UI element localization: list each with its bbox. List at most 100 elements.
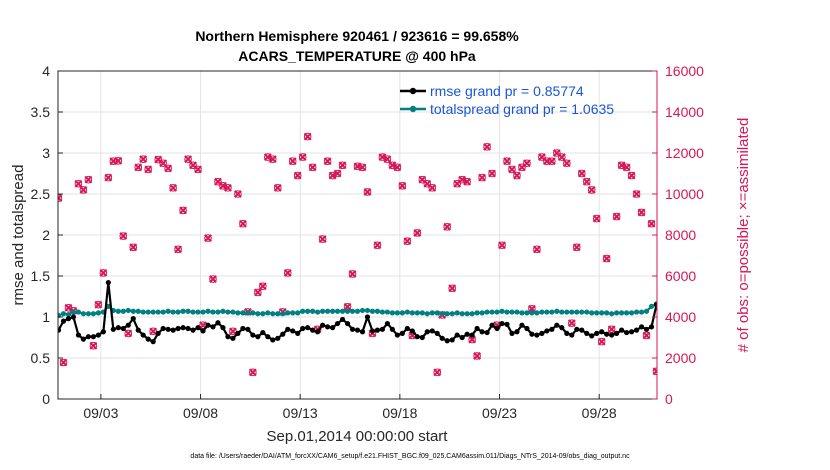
- x-tick-label: 09/18: [382, 405, 417, 421]
- obs-assimilated-point: [169, 183, 178, 192]
- legend-rmse-marker-icon: [409, 87, 417, 95]
- obs-possible-point: [259, 282, 267, 291]
- rmse-point: [135, 327, 141, 333]
- obs-assimilated-point: [443, 222, 452, 231]
- obs-marker: [134, 163, 143, 172]
- totalspread-point: [589, 310, 595, 316]
- obs-possible-point: [268, 155, 277, 163]
- totalspread-point: [754, 310, 759, 315]
- totalspread-point: [145, 309, 151, 315]
- rmse-point: [783, 329, 788, 334]
- totalspread-point: [759, 309, 764, 314]
- obs-assimilated-point: [393, 163, 402, 172]
- totalspread-point: [205, 308, 211, 314]
- rmse-point: [140, 332, 146, 338]
- obs-assimilated-point: [793, 322, 799, 328]
- obs-possible-point: [403, 237, 412, 245]
- rmse-point: [719, 328, 724, 333]
- totalspread-point: [574, 309, 580, 315]
- left-y-axis-ticks: 0 0.5 1 1.5 2 2.5 3 3.5 4: [31, 63, 63, 407]
- obs-marker: [184, 155, 192, 164]
- obs-marker: [622, 163, 631, 172]
- rmse-series: [58, 279, 788, 345]
- obs-possible-point: [622, 163, 631, 172]
- obs-assimilated-point: [184, 155, 192, 164]
- rmse-point: [80, 336, 87, 342]
- obs-marker: [483, 142, 491, 151]
- rmse-point: [774, 324, 779, 329]
- obs-marker: [683, 177, 690, 184]
- rmse-point: [504, 321, 510, 327]
- rmse-point: [444, 338, 450, 344]
- rmse-point: [584, 330, 590, 336]
- obs-marker: [89, 341, 98, 350]
- rmse-point: [764, 309, 769, 314]
- totalspread-point: [75, 309, 82, 315]
- obs-possible-point: [363, 188, 372, 196]
- obs-possible-point: [323, 157, 332, 165]
- totalspread-point: [369, 308, 376, 314]
- obs-assimilated-point: [587, 185, 596, 194]
- obs-possible-point: [627, 171, 636, 180]
- obs-assimilated-point: [373, 241, 382, 250]
- obs-possible-point: [418, 175, 427, 184]
- totalspread-point: [200, 309, 206, 315]
- obs-assimilated-point: [89, 341, 98, 350]
- totalspread-point: [554, 308, 560, 314]
- totalspread-point: [778, 308, 783, 313]
- obs-assimilated-point: [572, 243, 581, 252]
- obs-possible-point: [194, 165, 202, 174]
- right-y-tick-label: 0: [665, 391, 673, 407]
- totalspread-point: [648, 303, 655, 309]
- rmse-point: [648, 324, 655, 330]
- obs-marker: [84, 175, 93, 184]
- rmse-point: [58, 327, 62, 333]
- rmse-point: [275, 335, 281, 341]
- legend-spread-label: totalspread grand pr = 1.0635: [430, 101, 614, 117]
- rmse-point: [778, 327, 783, 332]
- obs-marker: [708, 180, 715, 187]
- totalspread-line: [58, 302, 657, 317]
- rmse-point: [349, 326, 356, 332]
- right-y-tick-label: 12000: [665, 145, 704, 161]
- totalspread-point: [344, 308, 351, 314]
- obs-possible-point: [224, 184, 232, 192]
- totalspread-point: [180, 308, 186, 314]
- obs-marker: [174, 245, 183, 254]
- obs-possible-point: [209, 275, 217, 283]
- rmse-point: [240, 325, 246, 332]
- obs-possible-point: [503, 157, 511, 165]
- obs-marker: [818, 178, 825, 185]
- rmse-point: [260, 329, 266, 336]
- rmse-point: [549, 326, 555, 332]
- obs-possible-point: [423, 179, 432, 188]
- obs-assimilated-point: [363, 188, 372, 196]
- obs-possible-point: [558, 153, 566, 161]
- obs-marker: [283, 269, 292, 277]
- totalspread-point: [404, 309, 410, 315]
- rmse-point: [364, 314, 371, 320]
- rmse-point: [354, 327, 361, 333]
- obs-possible-point: [338, 161, 347, 170]
- obs-assimilated-point: [273, 183, 282, 192]
- totalspread-point: [305, 308, 311, 314]
- obs-possible-point: [758, 244, 765, 251]
- obs-assimilated-point: [74, 179, 83, 188]
- obs-assimilated-point: [79, 185, 88, 194]
- obs-assimilated-point: [233, 190, 242, 198]
- obs-marker: [632, 190, 641, 198]
- rmse-point: [759, 339, 764, 344]
- totalspread-point: [444, 311, 450, 317]
- rmse-point: [609, 332, 615, 338]
- totalspread-point: [90, 311, 96, 317]
- obs-possible-point: [778, 162, 785, 169]
- obs-possible-point: [99, 269, 108, 277]
- obs-assimilated-point: [698, 166, 704, 172]
- obs-assimilated-point: [413, 229, 422, 237]
- obs-marker: [823, 164, 830, 171]
- obs-possible-point: [139, 155, 148, 163]
- totalspread-point: [359, 307, 366, 314]
- obs-possible-point: [303, 132, 312, 141]
- obs-assimilated-point: [473, 352, 482, 360]
- obs-possible-point: [214, 177, 222, 186]
